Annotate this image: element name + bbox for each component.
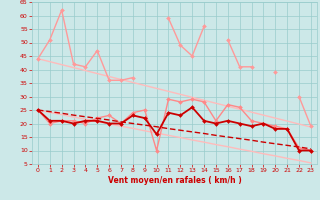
X-axis label: Vent moyen/en rafales ( km/h ): Vent moyen/en rafales ( km/h ) [108, 176, 241, 185]
